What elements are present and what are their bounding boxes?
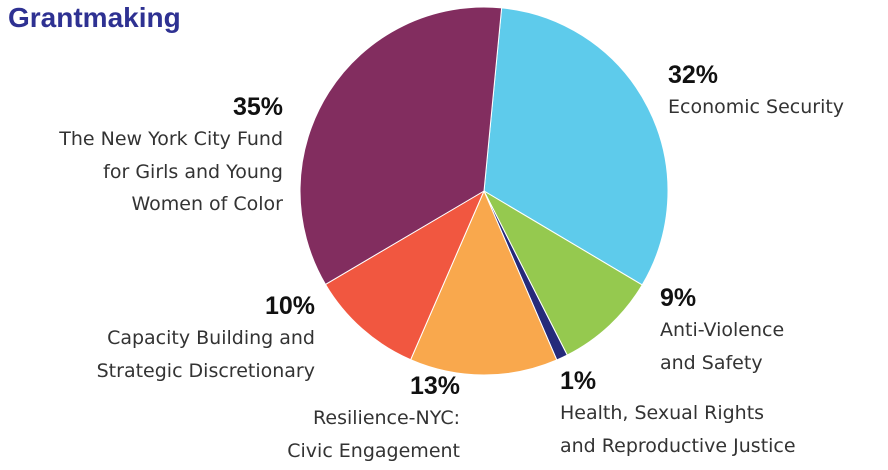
chart-title: Grantmaking [8,2,181,33]
category-label: Capacity Building and Strategic Discreti… [96,327,315,382]
slice-label: 9% Anti-Violence and Safety [660,282,784,379]
slice-label: 35% The New York City Fund for Girls and … [59,91,283,221]
pie-slice [482,189,643,356]
pie-slice [299,6,503,286]
pie-slice [409,189,558,376]
category-label: Health, Sexual Rights and Reproductive J… [560,402,796,457]
slice-label: 1% Health, Sexual Rights and Reproductive… [560,365,796,462]
value-label: 9% [660,284,697,312]
slice-label: 13% Resilience-NYC: Civic Engagement [287,370,460,467]
value-label: 32% [668,61,719,89]
category-label: The New York City Fund for Girls and You… [59,128,283,215]
slice-label: 32% Economic Security [668,59,844,124]
pie-slice [483,7,669,286]
pie-slice [324,189,486,361]
value-label: 35% [232,93,283,121]
value-label: 10% [264,292,315,320]
slice-label: 10% Capacity Building and Strategic Discr… [97,290,315,387]
category-label: Resilience-NYC: Civic Engagement [287,407,460,462]
category-label: Anti-Violence and Safety [660,319,785,374]
value-label: 13% [409,372,460,400]
category-label: Economic Security [668,96,845,118]
value-label: 1% [560,367,597,395]
